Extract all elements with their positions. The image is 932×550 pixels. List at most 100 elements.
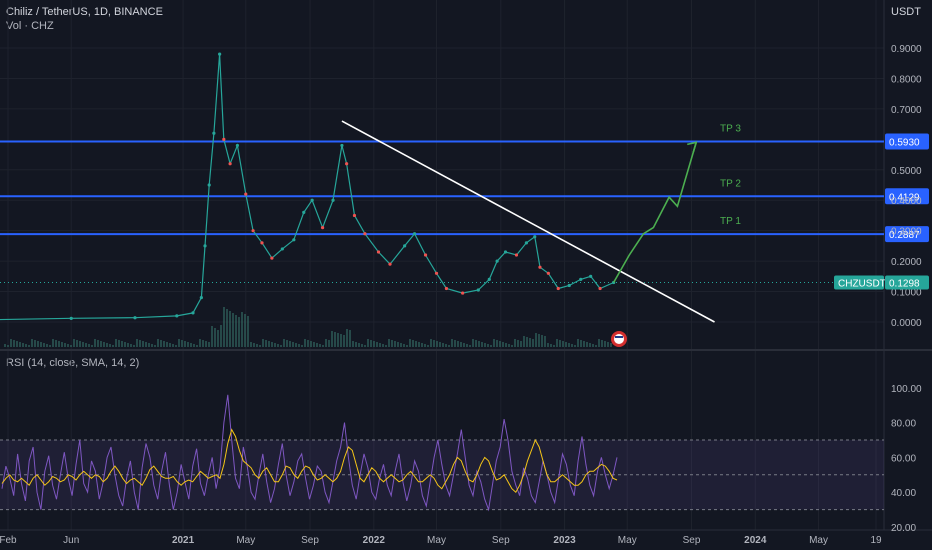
volume-bar — [169, 343, 171, 347]
volume-bar — [238, 317, 240, 347]
event-marker[interactable] — [611, 331, 627, 347]
volume-bar — [349, 330, 351, 347]
volume-bar — [46, 344, 48, 347]
rsi-tick-label: 40.00 — [891, 488, 916, 499]
volume-bar — [343, 335, 345, 347]
volume-bar — [313, 342, 315, 347]
volume-bar — [190, 343, 192, 347]
time-tick-label: May — [427, 535, 446, 546]
price-point — [514, 253, 519, 257]
volume-bar — [82, 342, 84, 347]
price-tick-label: 0.0000 — [891, 318, 922, 329]
price-point — [228, 162, 232, 166]
volume-bar — [262, 339, 264, 347]
volume-bar — [529, 338, 531, 347]
time-tick-label: Feb — [0, 535, 17, 546]
time-tick-label: 19 — [870, 535, 882, 546]
price-point — [503, 250, 508, 254]
price-point — [556, 286, 560, 291]
volume-bar — [160, 340, 162, 347]
volume-bar — [607, 342, 609, 347]
volume-bar — [592, 344, 594, 347]
volume-bar — [526, 337, 528, 347]
flag-stripe-icon — [615, 336, 623, 338]
volume-bar — [106, 343, 108, 347]
volume-bar — [490, 345, 492, 347]
volume-bar — [394, 341, 396, 347]
rsi-title: RSI (14, close, SMA, 14, 2) — [6, 357, 140, 369]
volume-bar — [412, 340, 414, 347]
volume-bar — [298, 344, 300, 347]
rsi-tick-label: 20.00 — [891, 523, 916, 534]
price-point — [235, 143, 240, 148]
volume-bar — [328, 340, 330, 347]
volume-bar — [571, 344, 573, 347]
volume-bar — [403, 344, 405, 347]
volume-bar — [451, 339, 453, 347]
volume-bar — [91, 345, 93, 347]
volume-bar — [145, 342, 147, 347]
price-point — [423, 253, 428, 257]
volume-bar — [544, 336, 546, 347]
price-point — [302, 210, 306, 214]
price-point — [222, 137, 226, 141]
volume-bar — [547, 343, 549, 347]
price-tick-label: 0.7000 — [891, 105, 922, 116]
price-point — [212, 131, 216, 135]
volume-bar — [334, 332, 336, 347]
volume-bar — [100, 341, 102, 347]
volume-bar — [211, 326, 213, 347]
volume-bar — [595, 345, 597, 347]
volume-bar — [469, 345, 471, 347]
volume-bar — [250, 342, 252, 347]
level-tag-bg — [885, 133, 929, 150]
volume-bar — [553, 345, 555, 347]
volume-bar — [445, 344, 447, 347]
volume-bar — [433, 340, 435, 347]
volume-bar — [283, 339, 285, 347]
volume-bar — [460, 342, 462, 347]
rsi-tick-label: 80.00 — [891, 419, 916, 430]
price-point — [495, 259, 499, 263]
rsi-tick-label: 60.00 — [891, 453, 916, 464]
volume-bar — [568, 343, 570, 347]
price-point — [589, 274, 593, 278]
volume-bar — [127, 343, 129, 347]
time-tick-label: 2023 — [553, 535, 576, 546]
price-point — [203, 244, 207, 248]
price-point — [476, 288, 480, 292]
volume-bar — [10, 339, 12, 347]
price-point — [345, 162, 349, 166]
chart-title: Chiliz / TetherUS, 1D, BINANCE — [6, 6, 163, 18]
volume-bar — [559, 340, 561, 347]
price-point — [244, 192, 248, 196]
volume-bar — [400, 343, 402, 347]
time-tick-label: 2022 — [363, 535, 386, 546]
grid — [0, 0, 932, 531]
volume-bar — [493, 339, 495, 347]
price-point — [199, 296, 203, 300]
volume-bar — [28, 345, 30, 347]
price-point — [331, 198, 335, 202]
volume-bar — [409, 339, 411, 347]
price-tick-label: 0.9000 — [891, 44, 922, 55]
price-point — [280, 247, 284, 251]
price-point — [434, 271, 439, 275]
price-point — [352, 213, 357, 218]
axes: 0.9000 0.8000 0.7000 0.5000 0.4000 0.3000 0.20… — [0, 44, 929, 546]
volume-bar — [73, 339, 75, 347]
level-tag-bg — [885, 188, 929, 205]
volume-bar — [541, 335, 543, 347]
price-series — [0, 52, 616, 321]
volume-bar — [133, 345, 135, 347]
price-tick-label: 0.2000 — [891, 257, 922, 268]
price-tick-label: 0.3000 — [891, 227, 922, 238]
price-point — [207, 183, 211, 187]
volume-bar — [379, 343, 381, 347]
volume-bar — [523, 336, 525, 347]
volume-bar — [310, 341, 312, 347]
time-tick-label: May — [618, 535, 637, 546]
volume-bar — [193, 344, 195, 347]
price-point — [524, 241, 528, 245]
